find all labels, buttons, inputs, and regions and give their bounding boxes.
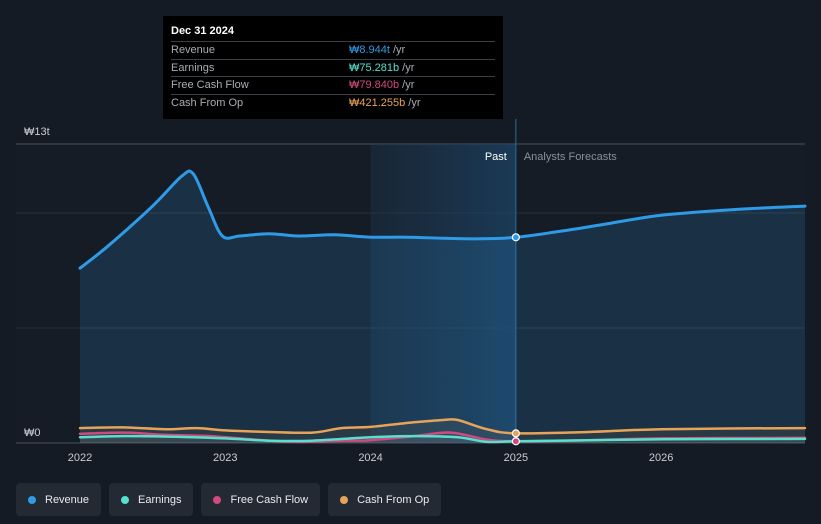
legend-label: Revenue: [45, 493, 90, 506]
past-shade-band: [370, 144, 516, 443]
x-tick-label: 2025: [504, 452, 528, 464]
legend-dot-icon: [28, 495, 36, 504]
tooltip-label: Earnings: [171, 61, 215, 74]
legend-item-cash-from-op[interactable]: Cash From Op: [328, 483, 442, 516]
tooltip-value: ₩79.840b: [349, 79, 400, 91]
chart-legend: Revenue Earnings Free Cash Flow Cash Fro…: [16, 483, 442, 516]
free-cash-flow-marker: [511, 437, 520, 446]
tooltip-unit: /yr: [408, 96, 421, 109]
tooltip-value: ₩421.255b: [349, 96, 406, 109]
legend-dot-icon: [340, 495, 349, 504]
legend-item-revenue[interactable]: Revenue: [16, 483, 102, 516]
legend-label: Free Cash Flow: [230, 493, 309, 506]
series-layer: [78, 169, 807, 444]
tooltip-unit: /yr: [402, 79, 415, 91]
legend-label: Cash From Op: [357, 493, 430, 506]
tooltip-row-cash-from-op: Cash From Op ₩421.255b /yr: [171, 93, 495, 112]
tooltip-row-revenue: Revenue ₩8.944t /yr: [171, 41, 495, 59]
tooltip-value: ₩8.944t: [349, 44, 390, 56]
legend-dot-icon: [213, 495, 222, 504]
x-tick-label: 2026: [649, 452, 673, 464]
hover-tooltip: Dec 31 2024 Revenue ₩8.944t /yr Earnings…: [163, 16, 503, 119]
tooltip-date: Dec 31 2024: [171, 25, 234, 37]
past-shade: [370, 119, 517, 443]
revenue-marker: [511, 233, 520, 242]
tooltip-value: ₩75.281b: [349, 61, 400, 74]
x-tick-label: 2022: [68, 452, 92, 464]
cash-from-op-marker: [511, 429, 520, 438]
forecast-label: Analysts Forecasts: [524, 151, 617, 163]
revenue-area: [80, 170, 805, 443]
hover-markers: [511, 233, 520, 446]
x-tick-label: 2023: [213, 452, 237, 464]
axis-labels: ₩13t ₩0 2022 2023 2024 2025 2026 Past Analysts F…: [24, 126, 673, 464]
legend-label: Earnings: [138, 493, 182, 506]
tooltip-label: Free Cash Flow: [171, 79, 249, 91]
y-axis-bottom-label: ₩0: [24, 427, 41, 439]
y-axis-top-label: ₩13t: [24, 126, 50, 138]
legend-item-earnings[interactable]: Earnings: [109, 483, 194, 516]
earnings-line: [78, 434, 807, 444]
past-label: Past: [485, 151, 507, 163]
cash-from-op-area: [80, 419, 805, 443]
revenue-line: [78, 169, 807, 270]
tooltip-label: Cash From Op: [171, 96, 244, 109]
tooltip-row-earnings: Earnings ₩75.281b /yr: [171, 58, 495, 77]
tooltip-label: Revenue: [171, 44, 216, 56]
legend-dot-icon: [121, 495, 130, 504]
x-tick-label: 2024: [358, 452, 382, 464]
tooltip-row-free-cash-flow: Free Cash Flow ₩79.840b /yr: [171, 76, 495, 94]
cash-from-op-line: [78, 417, 807, 435]
legend-item-free-cash-flow[interactable]: Free Cash Flow: [201, 483, 321, 516]
tooltip-unit: /yr: [402, 61, 415, 74]
tooltip-unit: /yr: [392, 44, 406, 56]
